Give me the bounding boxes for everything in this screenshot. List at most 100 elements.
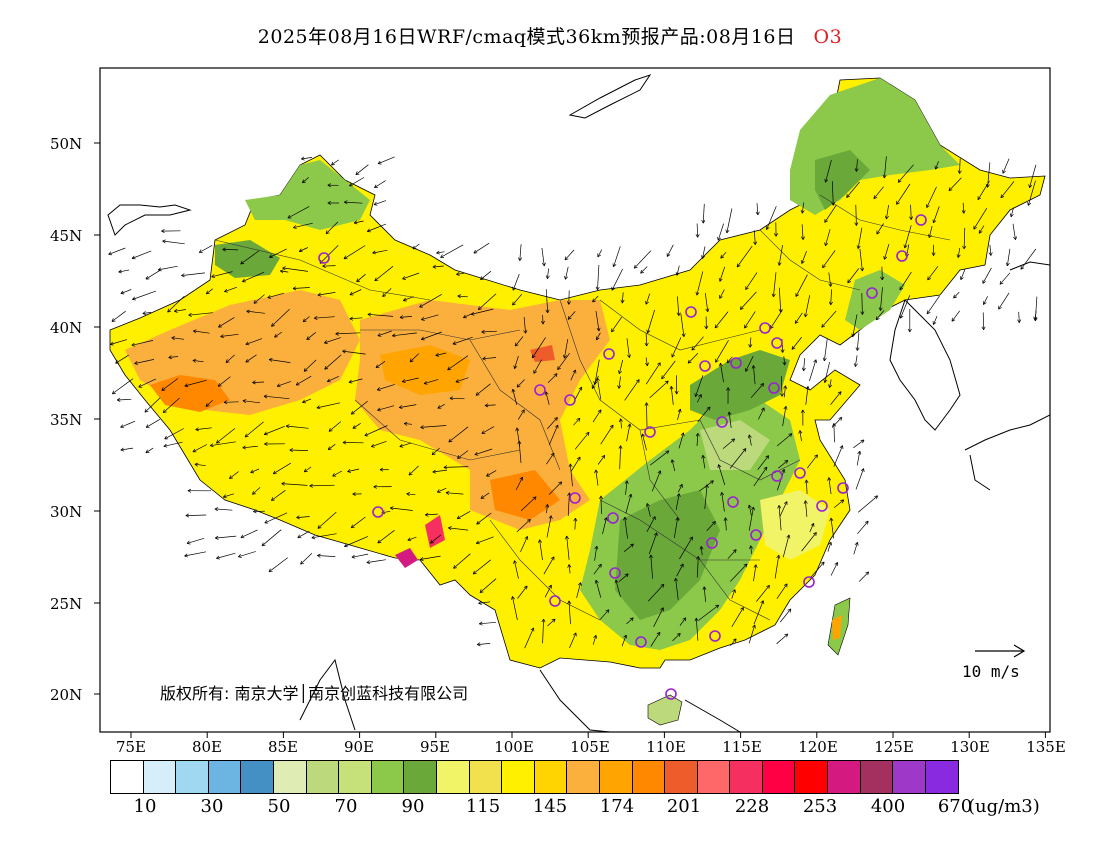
wind-arrow [452, 336, 473, 345]
wind-arrow [403, 296, 414, 302]
city-marker [816, 500, 828, 512]
city-marker [635, 636, 647, 648]
wind-arrow [531, 337, 546, 359]
wind-arrow [926, 186, 937, 208]
wind-arrow [457, 450, 469, 459]
wind-arrow [144, 397, 161, 413]
wind-arrow [853, 542, 859, 555]
wind-arrow [198, 244, 213, 253]
wind-arrow [187, 488, 212, 493]
wind-arrow [511, 596, 518, 621]
wind-arrow [374, 266, 394, 282]
wind-arrow [564, 249, 575, 261]
wind-arrow [443, 465, 469, 470]
wind-arrow [512, 273, 520, 291]
wind-arrow [192, 329, 210, 334]
wind-arrow [594, 579, 602, 598]
wind-arrow [116, 397, 132, 402]
wind-arrow [727, 411, 732, 429]
wind-arrow [344, 536, 369, 548]
wind-arrow [720, 251, 727, 259]
lon-label-120: 120E [798, 738, 838, 756]
wind-arrow [697, 406, 711, 423]
wind-arrow [568, 463, 573, 487]
wind-arrow [927, 266, 939, 281]
colorbar-label: 70 [334, 796, 358, 817]
wind-arrow [225, 354, 235, 363]
city-marker [318, 252, 330, 264]
wind-arrow [791, 336, 802, 350]
wind-arrow [174, 308, 186, 313]
wind-arrow [538, 539, 543, 561]
wind-arrow [617, 376, 622, 389]
wind-arrow [484, 403, 496, 408]
wind-arrow [455, 377, 469, 383]
wind-arrow [618, 445, 623, 470]
wind-arrow [903, 225, 912, 249]
wind-arrow [300, 553, 313, 565]
lon-label-125: 125E [874, 738, 914, 756]
wind-arrow [524, 627, 535, 649]
wind-arrow [626, 617, 634, 625]
wind-arrow [576, 582, 582, 598]
wind-arrow [309, 483, 335, 488]
colorbar-label: 10 [133, 796, 157, 817]
lon-label-115: 115E [722, 738, 762, 756]
wind-arrow [367, 312, 394, 317]
city-marker [699, 360, 711, 372]
wind-arrow [755, 203, 760, 216]
wind-arrow [449, 396, 465, 401]
wind-arrow [242, 271, 265, 283]
colorbar-label: 145 [532, 796, 568, 817]
wind-arrow [621, 634, 628, 647]
wind-arrow [573, 417, 581, 426]
wind-arrow [296, 515, 310, 520]
wind-arrow [409, 353, 420, 363]
wind-arrow [545, 504, 550, 514]
wind-arrow [520, 536, 529, 553]
wind-arrow [753, 230, 758, 245]
wind-arrow [618, 359, 624, 375]
wind-arrow [731, 607, 744, 627]
wind-arrow [279, 269, 289, 274]
wind-arrow [594, 469, 599, 486]
wind-arrow [322, 264, 336, 269]
wind-arrow [209, 441, 236, 448]
wind-arrow [569, 632, 577, 649]
wind-arrow [564, 535, 570, 560]
lat-label-50: 50N [50, 135, 83, 153]
wind-arrow [747, 434, 752, 446]
colorbar-swatch [730, 761, 763, 793]
wind-arrow [479, 621, 497, 626]
wind-arrow [794, 312, 803, 324]
colorbar-swatch [339, 761, 372, 793]
colorbar [110, 760, 960, 794]
wind-arrow [999, 272, 1011, 285]
wind-arrow [647, 583, 665, 602]
wind-arrow [240, 529, 258, 539]
wind-arrow [473, 242, 490, 254]
wind-arrow [269, 248, 287, 258]
wind-arrow [620, 292, 625, 304]
wind-arrow [595, 332, 601, 341]
wind-arrow [264, 512, 288, 524]
wind-arrow [592, 409, 602, 423]
wind-arrow [546, 515, 553, 538]
wind-arrow [515, 476, 524, 491]
city-marker [803, 576, 815, 588]
wind-arrow [399, 442, 412, 448]
wind-arrow [644, 333, 649, 347]
wind-arrow [161, 229, 181, 234]
wind-arrow [463, 313, 473, 319]
wind-arrow [185, 513, 207, 518]
wind-arrow [420, 425, 447, 430]
wind-arrow [540, 314, 545, 325]
wind-arrow [274, 331, 283, 338]
wind-arrow [263, 425, 285, 436]
wind-arrow [301, 177, 309, 184]
green-northeast-dark [815, 150, 870, 210]
wind-arrow [163, 441, 183, 448]
wind-arrow [717, 464, 726, 486]
wind-arrow [327, 200, 339, 206]
